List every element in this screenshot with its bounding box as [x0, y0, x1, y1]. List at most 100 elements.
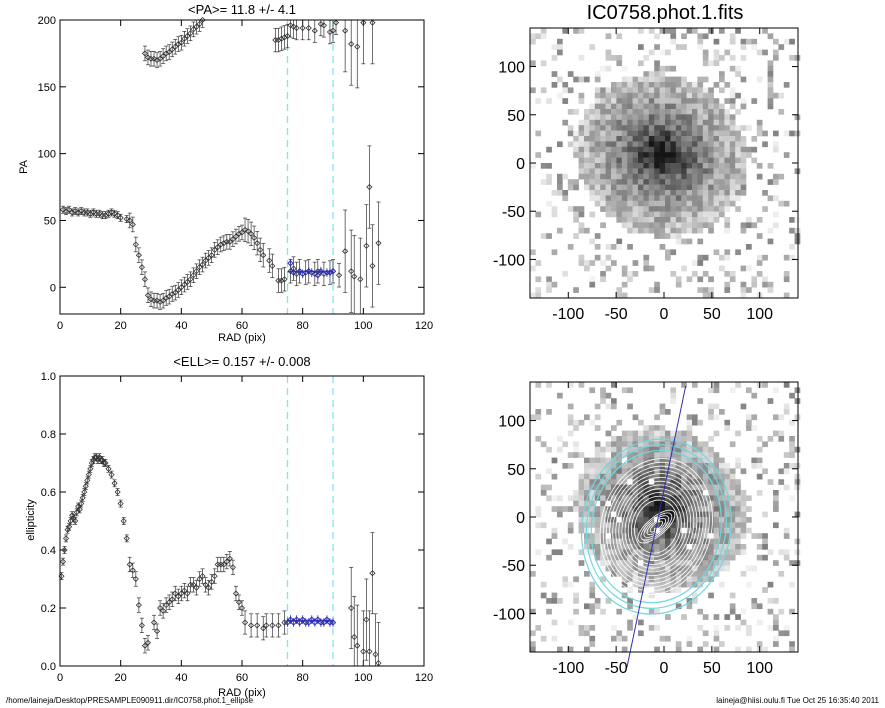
- image-pixel: [783, 200, 790, 207]
- image-pixel: [729, 146, 736, 153]
- image-pixel: [756, 490, 763, 496]
- image-pixel: [578, 119, 585, 126]
- image-pixel: [719, 87, 725, 94]
- image-pixel: [659, 200, 666, 207]
- image-pixel: [627, 554, 633, 561]
- image-pixel: [594, 130, 601, 137]
- image-pixel: [681, 430, 687, 437]
- image-pixel: [794, 130, 801, 137]
- image-pixel: [654, 646, 660, 653]
- image-pixel: [567, 71, 574, 77]
- image-pixel: [702, 109, 709, 115]
- image-pixel: [546, 200, 552, 207]
- image-pixel: [713, 98, 720, 104]
- image-pixel: [621, 173, 628, 180]
- image-pixel: [681, 82, 687, 88]
- image-pixel: [594, 603, 601, 610]
- image-pixel: [616, 168, 623, 175]
- image-pixel: [735, 163, 741, 169]
- image-pixel: [665, 168, 671, 175]
- image-pixel: [719, 565, 725, 572]
- ell-data-point: [248, 622, 255, 629]
- pa-data-point: [360, 19, 367, 26]
- image-pixel: [638, 452, 644, 458]
- image-pixel: [724, 82, 731, 88]
- image-pixel: [578, 484, 585, 491]
- image-pixel: [713, 146, 720, 153]
- image-pixel: [692, 152, 698, 158]
- image-pixel: [794, 549, 801, 556]
- image-pixel: [724, 560, 731, 566]
- image-pixel: [697, 527, 704, 534]
- image-pixel: [729, 479, 736, 485]
- image-pixel: [665, 206, 671, 212]
- pa-data-point: [190, 26, 197, 33]
- image-pixel: [562, 190, 569, 196]
- image-pixel: [557, 179, 563, 185]
- image-pixel: [605, 463, 612, 469]
- image-pixel: [778, 608, 785, 615]
- image-pixel: [573, 28, 579, 34]
- image-pixel: [616, 506, 623, 512]
- image-pixel: [632, 76, 639, 83]
- image-pixel: [654, 549, 660, 556]
- image-pixel: [567, 430, 574, 437]
- image-pixel: [589, 276, 596, 283]
- pa-data-point: [187, 276, 194, 283]
- image-pixel: [546, 173, 552, 180]
- image-pixel: [594, 98, 601, 104]
- image-pixel: [670, 271, 677, 277]
- image-pixel: [713, 479, 720, 485]
- image-pixel: [643, 463, 650, 469]
- image-pixel: [719, 581, 725, 588]
- pa-data-point: [281, 34, 288, 41]
- image-pixel: [729, 603, 736, 610]
- image-pixel: [686, 425, 693, 431]
- image-pixel: [675, 92, 682, 99]
- image-pixel: [756, 436, 763, 442]
- image-pixel: [578, 152, 585, 158]
- image-pixel: [697, 173, 704, 180]
- image-pixel: [611, 549, 617, 556]
- image-pixel: [605, 549, 612, 556]
- image-pixel: [632, 511, 639, 518]
- image-pixel: [713, 517, 720, 523]
- image-pixel: [697, 222, 704, 229]
- image-pixel: [719, 179, 725, 185]
- image-pixel: [638, 76, 644, 83]
- image-pixel: [724, 125, 731, 131]
- image-pixel: [589, 114, 596, 121]
- image-pixel: [708, 287, 714, 293]
- image-pixel: [692, 517, 698, 523]
- image-pixel: [584, 646, 590, 653]
- image-pixel: [578, 130, 585, 137]
- image-pixel: [783, 533, 790, 539]
- image-pixel: [724, 200, 731, 207]
- image-pixel: [724, 500, 731, 507]
- image-pixel: [729, 511, 736, 518]
- image-pixel: [767, 33, 774, 40]
- image-pixel: [600, 125, 606, 131]
- image-pixel: [702, 173, 709, 180]
- image-pixel: [773, 38, 779, 45]
- image-pixel: [643, 544, 650, 550]
- image-pixel: [530, 646, 536, 653]
- image-pixel: [773, 92, 779, 99]
- image-pixel: [573, 184, 579, 191]
- image-pixel: [546, 409, 552, 415]
- image-pixel: [708, 173, 714, 180]
- image-pixel: [794, 463, 801, 469]
- pa-data-point: [178, 284, 185, 291]
- image-pixel: [767, 163, 774, 169]
- ell-fit-point: [305, 619, 312, 626]
- image-pixel: [654, 452, 660, 458]
- image-pixel: [659, 468, 666, 475]
- image-pixel: [681, 436, 687, 442]
- pa-data-point: [342, 248, 349, 255]
- image-pixel: [746, 125, 752, 131]
- image-pixel: [589, 490, 596, 496]
- image-pixel: [611, 527, 617, 534]
- overlay-ytick-label: 0: [516, 510, 525, 527]
- image-pixel: [530, 265, 536, 272]
- image-pixel: [735, 92, 741, 99]
